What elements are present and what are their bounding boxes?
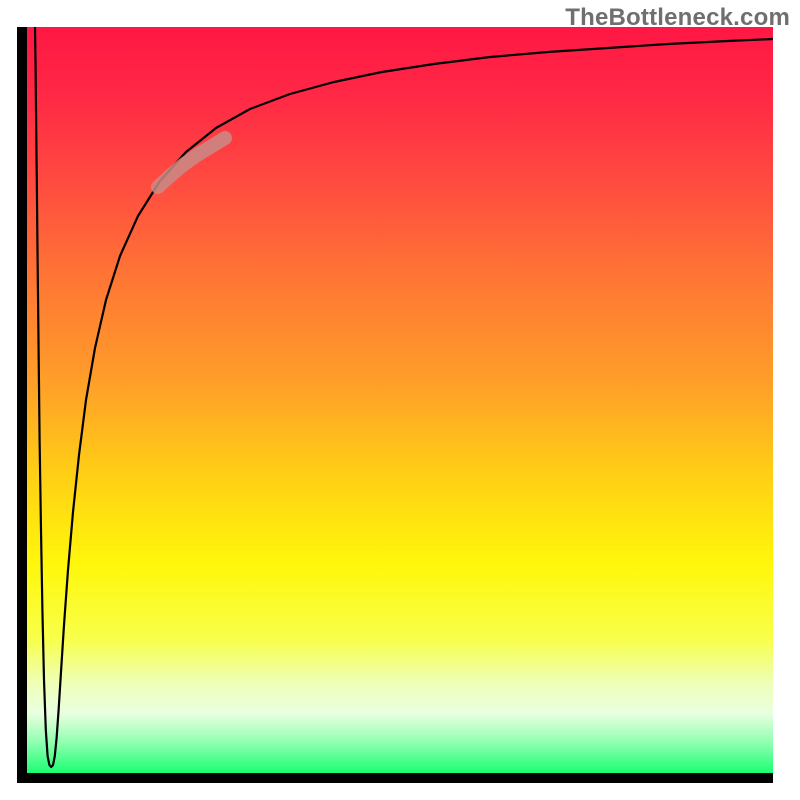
chart-container: TheBottleneck.com [0, 0, 800, 800]
y-axis [17, 27, 27, 783]
plot-background [27, 27, 773, 773]
chart-svg [0, 0, 800, 800]
x-axis [17, 773, 773, 783]
